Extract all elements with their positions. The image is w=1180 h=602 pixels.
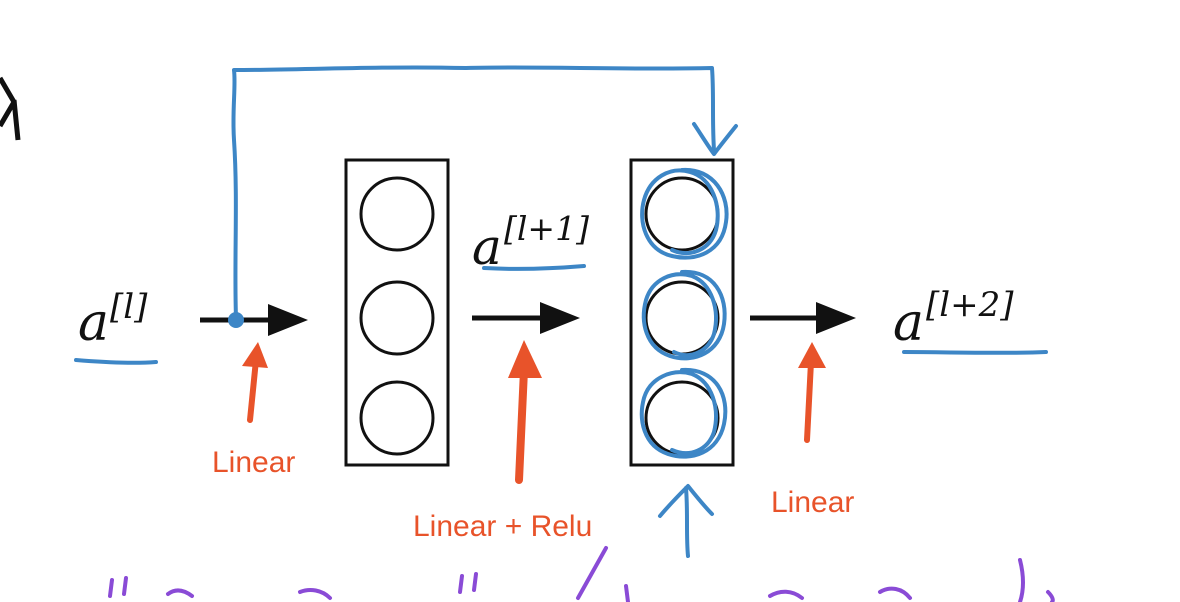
input-underline (74, 358, 158, 365)
skip-connection-arrowhead (692, 122, 738, 156)
input-activation-base: a (78, 293, 109, 353)
skip-annotation-arrow (247, 357, 259, 423)
output-underline (902, 350, 1048, 355)
layer-2-neuron-scribble (640, 167, 729, 260)
cropped-letter-fragment (0, 76, 21, 141)
layer-2-box (629, 158, 735, 467)
layer-1-annotation-label: Linear + Relu (413, 510, 592, 543)
layer-1-box (344, 158, 450, 467)
layer-2-neuron-scribble (639, 367, 728, 459)
layer-1-neuron (359, 176, 435, 252)
output-activation-base: a (893, 293, 924, 353)
skip-connection-line (231, 65, 716, 320)
middle-arrow-head (540, 302, 580, 334)
layer-1-annotation-arrow-head (508, 340, 542, 378)
layer-1-neuron (359, 280, 435, 356)
layer-2-annotation-arrow (804, 359, 814, 443)
output-arrow-head (816, 302, 856, 334)
skip-connection-origin-dot (228, 312, 244, 328)
layer-2-annotation-label: Linear (771, 486, 854, 519)
bottom-blue-arrow (658, 484, 714, 558)
purple-handwriting-fragment (108, 546, 1055, 602)
skip-annotation-label: Linear (212, 446, 295, 479)
layer-2-neuron-scribble (641, 269, 727, 361)
input-arrow-head (268, 304, 308, 336)
middle-activation-superscript: [l+1] (504, 209, 589, 248)
skip-annotation-arrow-head (242, 342, 268, 368)
layer-1-neuron (359, 380, 435, 456)
layer-2-annotation-arrow-head (798, 342, 826, 368)
layer-1-annotation-arrow (515, 366, 528, 484)
output-activation-superscript: [l+2] (926, 285, 1014, 325)
input-activation-superscript: [l] (110, 287, 148, 327)
layer-2-neuron (644, 176, 720, 252)
middle-underline (482, 264, 586, 271)
